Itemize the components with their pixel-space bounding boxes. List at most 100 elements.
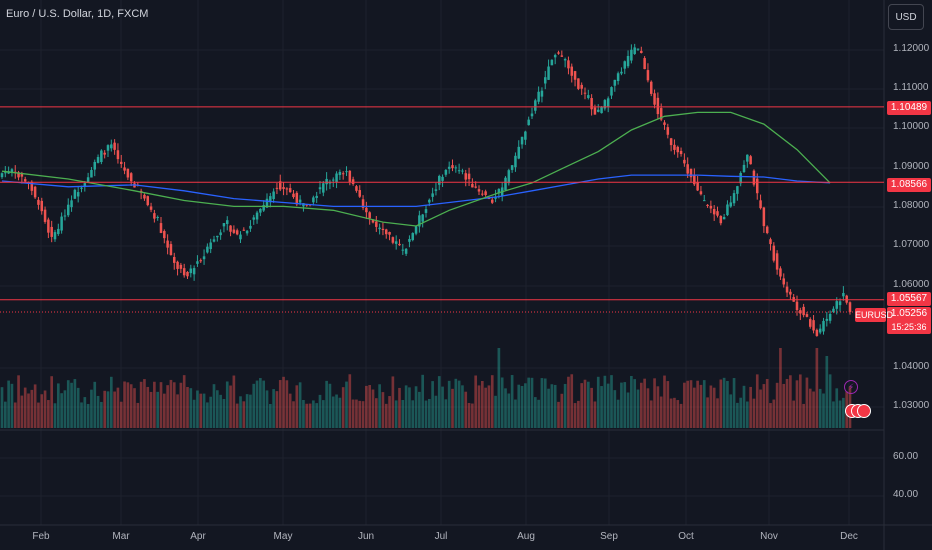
candle-body (239, 234, 242, 240)
candle-body (110, 144, 113, 149)
candle-body (259, 208, 262, 213)
volume-bar (113, 391, 116, 428)
volume-bar (805, 377, 809, 428)
candle-body (454, 167, 458, 169)
candle-body (80, 187, 83, 189)
candle-body (278, 181, 282, 190)
volume-bar (255, 380, 259, 428)
volume-bar (835, 388, 839, 428)
volume-bar (295, 385, 299, 428)
volume-bar (219, 394, 222, 428)
candle-body (636, 48, 640, 50)
candle-body (43, 209, 47, 222)
candle-body (216, 235, 219, 238)
candle-body (302, 203, 305, 207)
candle-body (600, 106, 603, 114)
candle-body (679, 150, 683, 155)
volume-bar (162, 393, 166, 428)
volume-bar (325, 380, 328, 428)
volume-bar (341, 387, 345, 428)
volume-bar (345, 381, 348, 428)
volume-bar (500, 377, 504, 428)
candle-body (587, 95, 590, 98)
volume-bar (815, 348, 819, 428)
volume-bar (17, 375, 20, 428)
volume-bar (242, 401, 246, 428)
volume-bar (792, 400, 796, 428)
volume-bar (182, 375, 186, 428)
candle-body (722, 217, 726, 220)
volume-bar (676, 400, 680, 428)
volume-bar (268, 403, 272, 428)
candle-body (822, 320, 825, 332)
candle-body (272, 191, 275, 200)
candle-body (769, 239, 772, 245)
candle-body (560, 55, 564, 57)
candle-body (245, 230, 249, 234)
volume-bar (510, 375, 514, 428)
volume-bar (547, 388, 550, 428)
volume-bar (305, 403, 309, 428)
volume-bar (179, 382, 183, 428)
candle-body (391, 237, 395, 243)
candle-body (474, 186, 477, 188)
candle-body (630, 49, 633, 61)
candle-body (517, 146, 521, 159)
volume-bar (782, 383, 786, 428)
volume-bar (13, 402, 17, 428)
volume-bar (497, 348, 501, 428)
volume-bar (56, 383, 60, 428)
candle-body (106, 145, 110, 151)
volume-bar (368, 385, 372, 428)
candle-body (643, 58, 646, 70)
volume-bar (480, 380, 484, 428)
candle-body (669, 138, 673, 146)
volume-bar (20, 395, 24, 428)
volume-bar (772, 399, 776, 428)
candle-body (709, 205, 713, 209)
candle-body (37, 199, 40, 205)
currency-button[interactable]: USD (888, 4, 924, 30)
candle-body (815, 329, 819, 336)
candle-body (384, 229, 388, 235)
candle-body (30, 181, 34, 191)
lightning-icon[interactable]: ⚡ (844, 380, 858, 394)
candle-body (255, 212, 259, 220)
volume-bar (795, 380, 799, 428)
candle-body (653, 93, 656, 105)
volume-bar (659, 396, 663, 428)
candle-body (481, 193, 484, 195)
volume-bar (93, 381, 97, 428)
candle-body (656, 97, 660, 115)
volume-bar (586, 381, 590, 428)
x-tick-label: Aug (517, 531, 535, 542)
volume-bar (702, 380, 706, 428)
candle-body (421, 214, 424, 222)
volume-bar (517, 384, 521, 428)
candle-body (424, 209, 428, 213)
volume-bar (103, 390, 107, 428)
candle-body (795, 301, 799, 311)
volume-bar (692, 387, 696, 428)
volume-bar (225, 381, 229, 428)
candle-body (282, 187, 285, 190)
volume-bar (83, 397, 87, 428)
volume-bar (742, 385, 746, 428)
candle-body (371, 219, 375, 223)
volume-bar (335, 394, 338, 428)
candle-body (461, 170, 464, 172)
volume-bar (603, 375, 607, 428)
volume-bar (639, 382, 643, 428)
candle-body (842, 293, 845, 297)
volume-bar (169, 379, 173, 428)
volume-bar (643, 378, 646, 428)
candle-body (113, 142, 116, 150)
candle-body (646, 70, 650, 81)
volume-bar (358, 400, 362, 428)
us-flag-icon[interactable] (857, 404, 871, 418)
candle-body (249, 225, 252, 229)
candle-body (550, 59, 554, 66)
volume-bar (70, 382, 73, 428)
volume-bar (437, 376, 441, 428)
